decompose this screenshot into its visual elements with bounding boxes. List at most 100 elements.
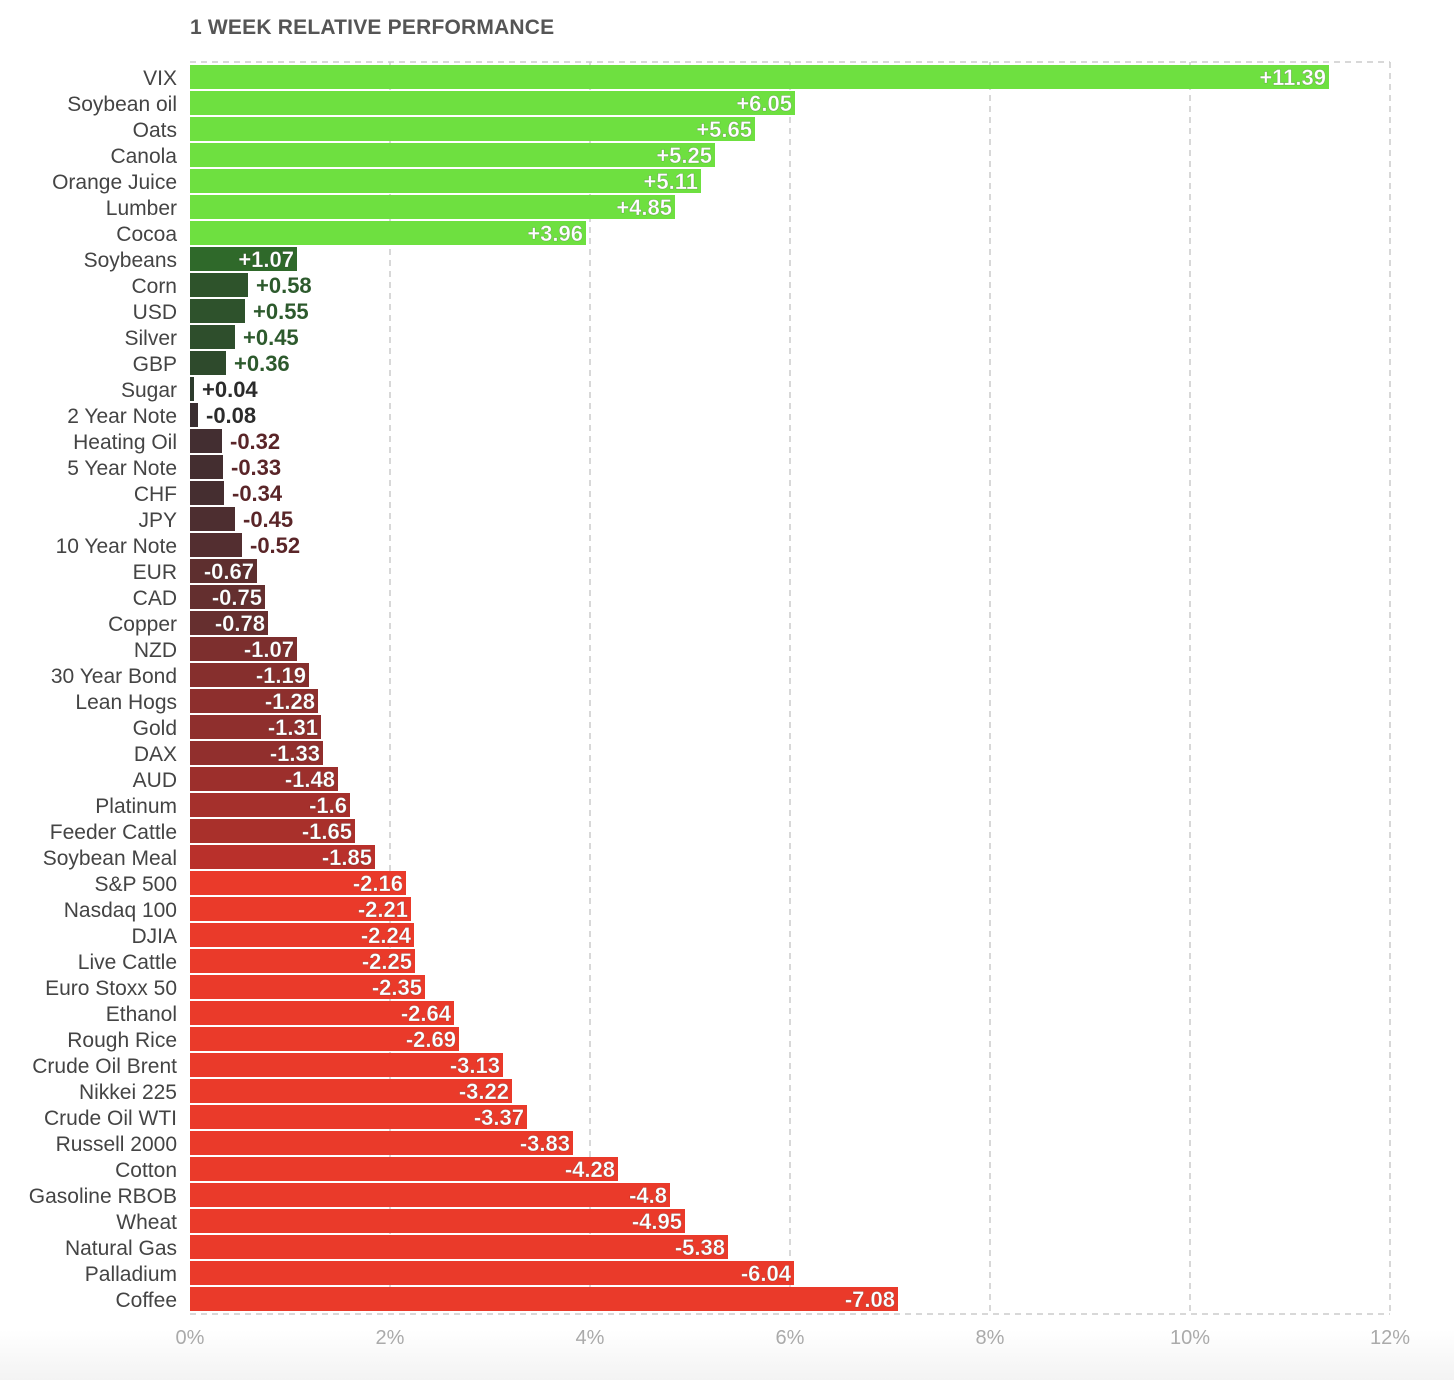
bar (190, 299, 245, 323)
value-label: -0.78 (215, 611, 265, 636)
category-label: Canola (110, 145, 177, 168)
category-label: 30 Year Bond (51, 665, 177, 688)
category-label: Feeder Cattle (50, 821, 177, 844)
category-label: Lean Hogs (75, 691, 177, 714)
bar (190, 169, 701, 193)
category-label: Cotton (115, 1159, 177, 1182)
category-label: Oats (133, 119, 177, 142)
value-label: -1.28 (265, 689, 315, 714)
bar (190, 377, 194, 401)
category-label: Nikkei 225 (79, 1081, 177, 1104)
category-label: Sugar (121, 379, 177, 402)
x-tick-label: 2% (376, 1327, 405, 1349)
bar (190, 1105, 527, 1129)
value-label: -4.8 (629, 1183, 667, 1208)
category-label: Copper (108, 613, 177, 636)
bar (190, 221, 586, 245)
value-label: +0.36 (234, 351, 290, 376)
value-label: +11.39 (1259, 65, 1326, 90)
category-label: Palladium (85, 1263, 177, 1286)
bar (190, 949, 415, 973)
bar (190, 689, 318, 713)
bar (190, 715, 321, 739)
x-tick-label: 10% (1170, 1327, 1210, 1349)
bar (190, 143, 715, 167)
value-label: -3.13 (450, 1053, 500, 1078)
value-labels: +11.39 +6.05+5.65+5.25+5.11+4.85 +3.96 +1.0… (202, 65, 1326, 1313)
bar (190, 1183, 670, 1207)
x-tick-label: 12% (1370, 1327, 1410, 1349)
value-label: -1.48 (285, 767, 335, 792)
bar (190, 897, 411, 921)
bar (190, 117, 755, 141)
value-label: +0.55 (253, 299, 309, 324)
category-label: Soybean Meal (43, 847, 177, 870)
bar (190, 273, 248, 297)
value-label: -2.35 (372, 975, 422, 1000)
value-label: -4.95 (632, 1209, 682, 1234)
value-label: +5.11 (644, 169, 698, 194)
bar (190, 585, 265, 609)
value-label: -1.6 (309, 793, 347, 818)
bar (190, 767, 338, 791)
category-label: Cocoa (116, 223, 177, 246)
category-label: VIX (143, 67, 177, 90)
value-label: -3.22 (459, 1079, 509, 1104)
bar (190, 91, 795, 115)
category-label: 10 Year Note (56, 535, 177, 558)
value-label: -0.45 (243, 507, 293, 532)
bar (190, 325, 235, 349)
value-label: +1.07 (238, 247, 294, 272)
bar (190, 1235, 728, 1259)
bar (190, 845, 375, 869)
bar (190, 819, 355, 843)
value-label: -1.31 (268, 715, 318, 740)
value-label: +0.04 (202, 377, 258, 402)
x-tick-label: 0% (176, 1327, 205, 1349)
value-label: -3.37 (474, 1105, 524, 1130)
category-label: EUR (133, 561, 177, 584)
x-tick-label: 8% (976, 1327, 1005, 1349)
category-label: Soybean oil (67, 93, 177, 116)
category-label: Coffee (116, 1289, 178, 1312)
value-label: -0.75 (212, 585, 262, 610)
x-tick-label: 6% (776, 1327, 805, 1349)
bar (190, 455, 223, 479)
category-label: Gasoline RBOB (29, 1185, 177, 1208)
bar (190, 1001, 454, 1025)
value-label: -6.04 (741, 1261, 792, 1286)
category-label: NZD (134, 639, 177, 662)
category-label: Live Cattle (78, 951, 177, 974)
category-label: Euro Stoxx 50 (45, 977, 177, 1000)
value-label: -1.07 (244, 637, 294, 662)
category-label: Lumber (106, 197, 177, 220)
bar (190, 559, 257, 583)
value-label: -2.64 (401, 1001, 452, 1026)
bar (190, 793, 350, 817)
grid-lines (190, 61, 1391, 1315)
category-label: 5 Year Note (67, 457, 177, 480)
category-label: Natural Gas (65, 1237, 177, 1260)
value-label: -0.32 (230, 429, 280, 454)
value-label: +0.45 (243, 325, 299, 350)
x-tick-label: 4% (576, 1327, 605, 1349)
category-label: Corn (131, 275, 177, 298)
value-label: +6.05 (736, 91, 792, 116)
bar (190, 351, 226, 375)
value-label: -0.52 (250, 533, 300, 558)
value-label: -0.33 (231, 455, 281, 480)
value-label: +5.65 (696, 117, 752, 142)
bar (190, 871, 406, 895)
category-label: S&P 500 (94, 873, 177, 896)
bar (190, 1209, 685, 1233)
value-label: -5.38 (675, 1235, 725, 1260)
category-label: Crude Oil Brent (32, 1055, 177, 1078)
bar (190, 975, 425, 999)
bar (190, 1027, 459, 1051)
category-label: DAX (134, 743, 177, 766)
value-label: -1.19 (256, 663, 306, 688)
category-label: Ethanol (106, 1003, 177, 1026)
bar (190, 1053, 503, 1077)
